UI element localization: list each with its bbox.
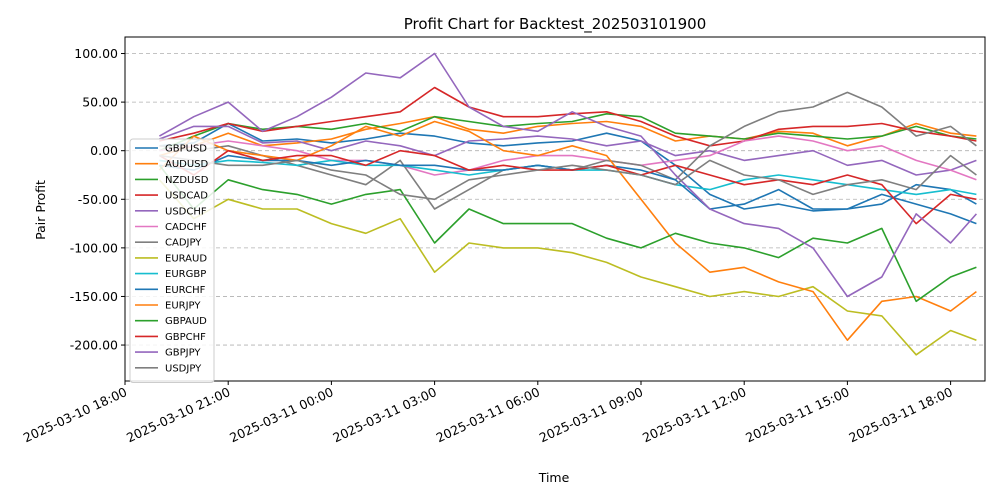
- legend-label: GBPCHF: [165, 332, 206, 343]
- x-tick-label: 2025-03-11 06:00: [434, 384, 542, 445]
- legend: GBPUSD AUDUSD NZDUSD USDCAD USDCHF CADCHF CADJ…: [129, 138, 215, 383]
- legend-label: EURCHF: [165, 285, 206, 296]
- series-line-gbpchf: [159, 149, 977, 225]
- legend-label: CADCHF: [165, 222, 207, 233]
- x-tick-label: 2025-03-11 00:00: [227, 384, 335, 445]
- legend-label: AUDUSD: [165, 159, 209, 170]
- x-tick-label: 2025-03-11 03:00: [330, 384, 438, 445]
- x-tick-label: 2025-03-10 21:00: [124, 384, 232, 445]
- series-line-usdjpy: [159, 154, 977, 201]
- legend-label: USDJPY: [165, 363, 202, 374]
- series-line-nzdusd: [159, 113, 977, 152]
- legend-label: NZDUSD: [165, 175, 209, 186]
- legend-label: CADJPY: [165, 238, 202, 249]
- series-line-audusd: [159, 115, 977, 157]
- series-line-gbpaud: [158, 164, 977, 303]
- x-tick-label: 2025-03-11 15:00: [743, 384, 851, 445]
- chart-title: Profit Chart for Backtest_202503101900: [404, 15, 707, 34]
- series-line-euraud: [158, 179, 977, 356]
- series-lines: [158, 52, 977, 356]
- legend-label: USDCAD: [165, 191, 208, 202]
- legend-label: EURGBP: [165, 269, 206, 280]
- y-axis-ticks: 100.00 50.00 0.00 -50.00 -100.00 -150.00 -200.…: [70, 46, 125, 353]
- y-tick-label: 50.00: [82, 95, 118, 110]
- x-tick-label: 2025-03-10 18:00: [21, 384, 129, 445]
- series-line-gbpusd: [159, 122, 977, 212]
- legend-label: USDCHF: [165, 206, 207, 217]
- legend-label: GBPAUD: [165, 316, 207, 327]
- y-tick-label: 100.00: [74, 46, 118, 61]
- y-tick-label: -150.00: [70, 289, 118, 304]
- legend-label: EURJPY: [165, 301, 201, 312]
- y-tick-label: -200.00: [70, 338, 118, 353]
- legend-label: GBPUSD: [165, 144, 207, 155]
- plot-frame: [124, 36, 986, 382]
- series-line-cadchf: [159, 135, 977, 181]
- series-line-usdcad: [159, 86, 977, 147]
- y-tick-label: 0.00: [90, 143, 118, 158]
- x-tick-label: 2025-03-11 12:00: [640, 384, 748, 445]
- legend-label: GBPJPY: [165, 348, 201, 359]
- x-tick-label: 2025-03-11 09:00: [537, 384, 645, 445]
- legend-box: [129, 138, 215, 383]
- y-axis-title: Pair Profit: [33, 180, 48, 240]
- y-tick-label: -50.00: [78, 192, 118, 207]
- grid-lines: [125, 53, 985, 346]
- legend-label: EURAUD: [165, 253, 207, 264]
- series-line-usdchf: [159, 125, 977, 176]
- series-line-eurjpy: [158, 120, 977, 342]
- x-tick-label: 2025-03-11 18:00: [846, 384, 954, 445]
- x-axis-title: Time: [538, 470, 570, 485]
- series-line-gbpjpy: [159, 52, 977, 298]
- y-tick-label: -100.00: [70, 240, 118, 255]
